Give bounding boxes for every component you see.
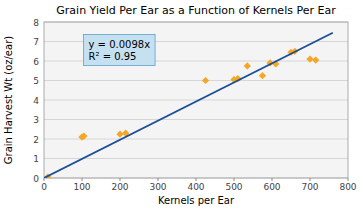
scatter-point xyxy=(306,55,313,62)
x-tick-label: 600 xyxy=(263,182,280,192)
x-tick-mark xyxy=(348,178,349,181)
y-tick-label: 4 xyxy=(33,96,39,106)
grid-line xyxy=(44,100,348,101)
x-tick-label: 200 xyxy=(111,182,128,192)
x-tick-label: 400 xyxy=(187,182,204,192)
annotation-text: y = 0.0098x xyxy=(89,39,151,50)
annotation-text: R² = 0.95 xyxy=(89,51,137,62)
x-tick-label: 800 xyxy=(339,182,356,192)
x-tick-mark xyxy=(234,178,235,181)
x-axis-label: Kernels per Ear xyxy=(158,195,235,206)
y-tick-label: 0 xyxy=(33,174,39,184)
x-tick-mark xyxy=(120,178,121,181)
grid-line xyxy=(44,119,348,120)
scatter-point xyxy=(80,132,87,139)
chart-container: 0 1 2 3 4 5 6 7 8 0 100 200 300 400 500 600 700 800 y = 0.… xyxy=(0,0,360,210)
y-tick-label: 7 xyxy=(33,37,39,47)
y-tick-label: 8 xyxy=(33,18,39,28)
scatter-point xyxy=(116,131,123,138)
grid-line xyxy=(44,158,348,159)
annotation: y = 0.0098xR² = 0.95 xyxy=(84,34,156,65)
scatter-point xyxy=(202,77,209,84)
scatter-point xyxy=(312,56,319,63)
chart-title: Grain Yield Per Ear as a Function of Ker… xyxy=(56,4,336,17)
y-tick-label: 3 xyxy=(33,115,39,125)
annotation-box xyxy=(84,34,156,65)
scatter-point xyxy=(244,62,251,69)
x-tick-label: 500 xyxy=(225,182,242,192)
grid-line xyxy=(44,139,348,140)
y-tick-label: 2 xyxy=(33,135,39,145)
x-tick-mark xyxy=(82,178,83,181)
x-tick-mark xyxy=(272,178,273,181)
x-tick-mark xyxy=(44,178,45,181)
data-group xyxy=(44,33,333,178)
regression-line xyxy=(44,33,333,178)
x-tick-label: 700 xyxy=(301,182,318,192)
plot-background xyxy=(44,22,348,178)
x-tick-label: 100 xyxy=(73,182,90,192)
x-tick-mark xyxy=(310,178,311,181)
y-tick-label: 5 xyxy=(33,76,39,86)
y-tick-label: 6 xyxy=(33,57,39,67)
grid-line xyxy=(44,80,348,81)
scatter-point xyxy=(259,72,266,79)
y-tick-label: 1 xyxy=(33,154,39,164)
chart-svg: 0 1 2 3 4 5 6 7 8 0 100 200 300 400 500 600 700 800 y = 0.… xyxy=(0,0,360,210)
y-axis-label: Grain Harvest Wt (oz/ear) xyxy=(3,36,14,164)
x-tick-mark xyxy=(196,178,197,181)
x-tick-label: 0 xyxy=(41,182,47,192)
plot-frame xyxy=(44,22,348,178)
x-tick-mark xyxy=(158,178,159,181)
x-tick-label: 300 xyxy=(149,182,166,192)
